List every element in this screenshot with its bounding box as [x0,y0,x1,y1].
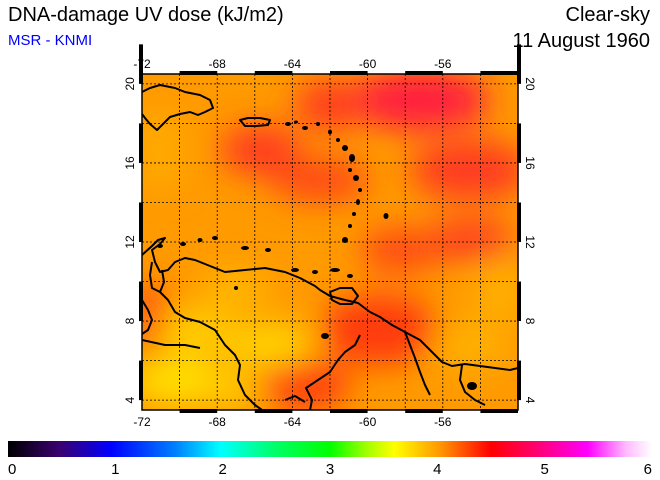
frame-border-bars [139,44,521,413]
frame-bar-top [179,71,218,75]
frame-bar-top [254,71,293,75]
frame-bar-bottom [254,409,293,413]
scenario-label: Clear-sky [565,4,650,26]
hispaniola-coast [142,84,214,131]
frame-bar-right [517,281,521,322]
frame-bar-left [139,123,143,163]
south-america-coast [142,237,518,371]
islands [157,120,477,390]
source-label: MSR - KNMI [8,32,93,49]
lon-tick-label-top: -72 [133,57,151,71]
frame-bar-right [517,44,521,84]
lat-tick-label-right: 4 [523,397,537,404]
colorbar-tick-labels: 0 1 2 3 4 5 6 [8,461,652,478]
axis-tick-labels: -72 -72 -68 -68 -64 -64 -60 -60 -56 -56 4 4 8 8 12 12 16… [123,57,537,429]
lon-tick-label-top: -56 [434,57,452,71]
frame-bar-top [330,71,368,75]
lat-tick-label-right: 20 [523,77,537,91]
frame-bar-bottom [179,409,218,413]
lat-tick-label-right: 12 [523,235,537,249]
lon-tick-label-bottom: -68 [209,415,227,429]
frame-bar-top [405,71,443,75]
frame-bar-right [517,360,521,401]
colorbar-gradient [8,441,652,457]
frame-bar-bottom [405,409,443,413]
lon-tick-label-top: -60 [359,57,377,71]
graticule [142,74,518,410]
chart-title: DNA-damage UV dose (kJ/m2) [8,4,284,26]
colorbar-tick-label: 3 [326,461,334,478]
lat-tick-label-right: 16 [523,156,537,170]
lon-tick-label-bottom: -60 [359,415,377,429]
lat-tick-label-left: 4 [123,396,137,403]
trinidad-coast [329,287,359,305]
suriname-fg-border [459,364,486,406]
frame-bar-right [517,123,521,163]
gulf-venezuela-coast [142,299,153,335]
lon-tick-label-top: -64 [284,57,302,71]
frame-bar-left [139,44,143,84]
colombia-venezuela-border [159,291,263,410]
date-label: 11 August 1960 [512,30,650,52]
lat-tick-label-left: 12 [123,235,137,249]
guyana-suriname-border [404,331,431,396]
puerto-rico-coast [239,117,271,127]
frame-bar-top [480,71,518,75]
lat-tick-label-left: 16 [123,156,137,170]
frame-bar-bottom [480,409,518,413]
roraima-border [284,395,306,403]
lat-tick-label-right: 8 [523,318,537,325]
colorbar-tick-label: 6 [644,461,652,478]
colorbar-tick-label: 5 [540,461,548,478]
frame-bar-left [139,360,143,401]
lake-maracaibo-coast [149,261,165,293]
colorbar-tick-label: 4 [433,461,441,478]
lat-tick-label-left: 20 [123,77,137,91]
lon-tick-label-bottom: -72 [133,415,151,429]
lat-tick-label-left: 8 [123,317,137,324]
colorbar-tick-label: 2 [218,461,226,478]
lon-tick-label-top: -68 [209,57,227,71]
colorbar-tick-label: 0 [8,461,16,478]
frame-bar-left [139,202,143,242]
coastlines [142,84,518,410]
colorbar-tick-label: 1 [111,461,119,478]
frame-bar-left [139,281,143,322]
lon-tick-label-bottom: -64 [284,415,302,429]
brazil-border [142,339,201,349]
frame-bar-bottom [330,409,368,413]
frame-bar-right [517,202,521,242]
lon-tick-label-bottom: -56 [434,415,452,429]
